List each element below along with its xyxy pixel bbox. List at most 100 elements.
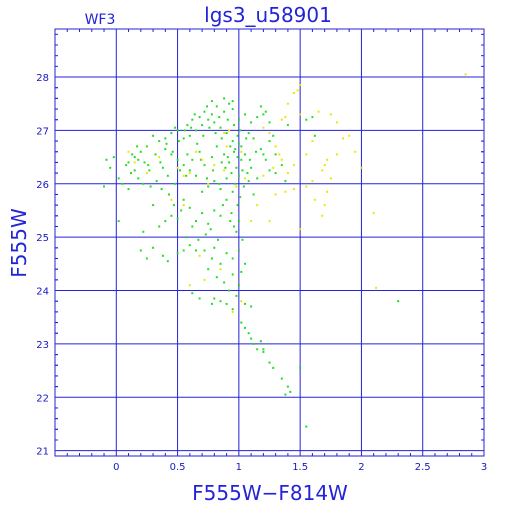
data-point [207, 182, 210, 185]
data-point [280, 377, 283, 380]
data-point [250, 305, 253, 308]
data-point [152, 204, 155, 207]
data-point [127, 150, 130, 153]
data-point [145, 145, 148, 148]
data-point [299, 84, 302, 86]
data-point [213, 121, 216, 124]
data-point [159, 161, 162, 164]
data-point [206, 105, 208, 108]
data-point [231, 190, 234, 193]
data-point [215, 276, 218, 279]
data-point [133, 156, 136, 159]
data-point [268, 132, 271, 135]
data-point [259, 148, 262, 151]
data-point [209, 228, 212, 231]
data-point [230, 172, 233, 175]
data-point [231, 273, 234, 276]
data-point [206, 177, 208, 180]
data-point [196, 142, 199, 145]
data-point [252, 137, 255, 140]
data-point [182, 198, 185, 201]
data-point [203, 278, 206, 281]
data-point [195, 174, 197, 177]
data-point [464, 73, 467, 76]
data-point [105, 158, 108, 161]
data-point [190, 126, 193, 129]
data-point [174, 126, 177, 129]
data-point [329, 177, 332, 180]
data-point [213, 297, 216, 300]
data-point [244, 153, 246, 156]
data-point [170, 153, 173, 156]
data-point [321, 169, 324, 172]
data-point [208, 126, 211, 129]
data-point [139, 249, 142, 252]
data-point [198, 297, 201, 300]
data-point [239, 196, 242, 199]
data-point [218, 182, 221, 185]
data-point [229, 145, 232, 148]
data-point [155, 180, 158, 183]
y-tick-label: 28 [36, 73, 49, 84]
data-point [188, 169, 191, 172]
data-point [198, 254, 201, 257]
data-point [195, 129, 197, 132]
data-point [213, 180, 216, 183]
data-point [262, 350, 265, 353]
data-point [212, 169, 215, 172]
data-point [235, 230, 238, 233]
data-point [299, 366, 302, 369]
x-tick-label: 1.5 [292, 462, 308, 473]
data-point [296, 89, 299, 92]
data-point [176, 158, 179, 161]
data-point [241, 238, 244, 241]
data-point [245, 137, 248, 140]
y-tick-label: 25 [36, 233, 49, 244]
data-point [210, 100, 213, 103]
data-point [195, 220, 197, 223]
data-point [244, 302, 246, 305]
data-point [323, 204, 326, 207]
data-point [250, 220, 253, 223]
data-point [186, 153, 189, 156]
data-point [213, 164, 216, 167]
data-point [188, 244, 191, 247]
data-point [272, 134, 275, 137]
data-point [188, 134, 191, 137]
data-point [280, 118, 283, 121]
data-point [176, 166, 179, 169]
data-point [256, 116, 259, 119]
data-point [372, 212, 375, 215]
data-point [225, 132, 228, 135]
data-point [233, 150, 235, 153]
data-point [311, 140, 314, 143]
data-point [305, 425, 308, 428]
data-point [313, 134, 316, 137]
data-point [235, 294, 238, 297]
data-point [228, 161, 231, 164]
data-point [203, 164, 206, 167]
data-point [145, 172, 148, 175]
data-point [342, 137, 344, 140]
data-point [223, 97, 226, 100]
data-point [305, 185, 308, 188]
data-point [198, 150, 201, 153]
data-point [193, 113, 196, 116]
data-point [223, 153, 226, 156]
data-point [220, 137, 223, 140]
data-point [262, 153, 265, 156]
data-point [191, 118, 194, 121]
data-point [305, 153, 308, 156]
data-point [274, 193, 277, 196]
data-point [219, 268, 222, 271]
data-point [228, 129, 231, 132]
data-point [259, 105, 262, 108]
data-point [231, 308, 234, 311]
data-point [219, 188, 222, 191]
data-point [259, 340, 262, 343]
data-point [188, 172, 191, 175]
data-point [188, 206, 191, 209]
data-point [137, 177, 140, 180]
data-point [272, 166, 275, 169]
data-point [262, 113, 265, 116]
